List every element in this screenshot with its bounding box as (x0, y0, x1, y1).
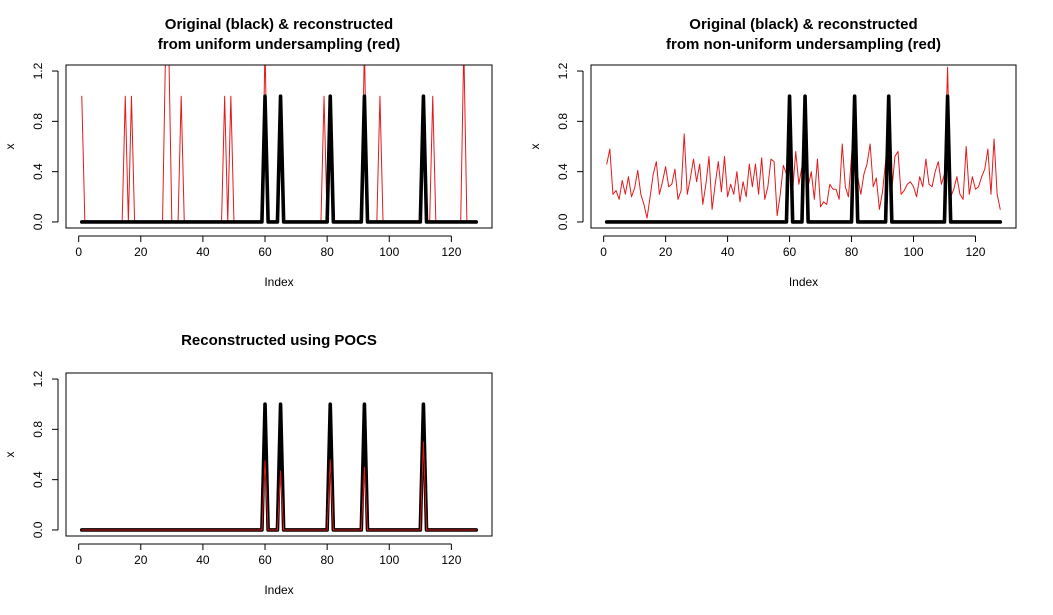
y-tick-label: 0.4 (31, 163, 45, 180)
chart-panel-3: Reconstructed using POCS 0 20 40 60 80 100 120 I… (3, 332, 493, 597)
x-axis: 0 20 40 60 80 100 120 (75, 235, 462, 259)
y-axis-label: x (528, 144, 542, 150)
x-tick-label: 80 (845, 245, 859, 259)
series-line-original (79, 94, 479, 224)
x-tick-label: 120 (441, 245, 461, 259)
x-tick-label: 120 (441, 553, 461, 567)
y-axis: 0.0 0.4 0.8 1.2 (556, 62, 584, 230)
x-tick-label: 100 (379, 553, 399, 567)
x-tick-label: 40 (721, 245, 735, 259)
chart-title-line-1: Original (black) & reconstructed (689, 16, 917, 33)
x-tick-label: 20 (659, 245, 673, 259)
x-tick-label: 0 (600, 245, 607, 259)
chart-title-line-1: Reconstructed using POCS (181, 332, 377, 349)
series-line-original (604, 94, 1003, 224)
y-axis: 0.0 0.4 0.8 1.2 (31, 62, 59, 230)
x-tick-label: 20 (134, 245, 148, 259)
y-tick-label: 0.4 (556, 163, 570, 180)
x-tick-label: 40 (196, 553, 210, 567)
chart-panel-1: Original (black) & reconstructed from uni… (3, 16, 493, 289)
x-axis: 0 20 40 60 80 100 120 (600, 235, 986, 259)
series-line-original (79, 402, 479, 532)
y-axis-label: x (3, 452, 17, 458)
x-tick-label: 0 (75, 553, 82, 567)
x-tick-label: 60 (258, 245, 272, 259)
y-tick-label: 0.8 (31, 113, 45, 130)
x-tick-label: 0 (75, 245, 82, 259)
y-tick-label: 0.4 (31, 471, 45, 488)
x-tick-label: 40 (196, 245, 210, 259)
plot-frame (590, 64, 1017, 229)
y-tick-label: 0.8 (31, 421, 45, 438)
x-tick-label: 80 (320, 245, 334, 259)
series-line-reconstructed (81, 441, 477, 531)
x-tick-label: 60 (258, 553, 272, 567)
x-tick-label: 100 (379, 245, 399, 259)
x-axis: 0 20 40 60 80 100 120 (75, 543, 462, 567)
y-tick-label: 0.0 (31, 521, 45, 538)
plot-frame (65, 372, 493, 537)
chart-title-line-1: Original (black) & reconstructed (165, 16, 393, 33)
y-tick-label: 1.2 (556, 62, 570, 79)
chart-panel-2: Original (black) & reconstructed from non… (528, 16, 1017, 289)
y-axis: 0.0 0.4 0.8 1.2 (31, 370, 59, 538)
chart-title-line-2: from non-uniform undersampling (red) (666, 36, 941, 53)
x-tick-label: 80 (320, 553, 334, 567)
y-tick-label: 1.2 (31, 62, 45, 79)
plot-frame (65, 64, 493, 229)
y-tick-label: 0.0 (31, 213, 45, 230)
x-axis-label: Index (264, 275, 293, 289)
x-tick-label: 120 (965, 245, 985, 259)
y-tick-label: 0.8 (556, 113, 570, 130)
chart-title-line-2: from uniform undersampling (red) (158, 36, 401, 53)
x-tick-label: 60 (783, 245, 797, 259)
x-axis-label: Index (789, 275, 818, 289)
y-tick-label: 0.0 (556, 213, 570, 230)
x-axis-label: Index (264, 583, 293, 597)
y-axis-label: x (3, 144, 17, 150)
y-tick-label: 1.2 (31, 370, 45, 387)
x-tick-label: 20 (134, 553, 148, 567)
x-tick-label: 100 (903, 245, 923, 259)
